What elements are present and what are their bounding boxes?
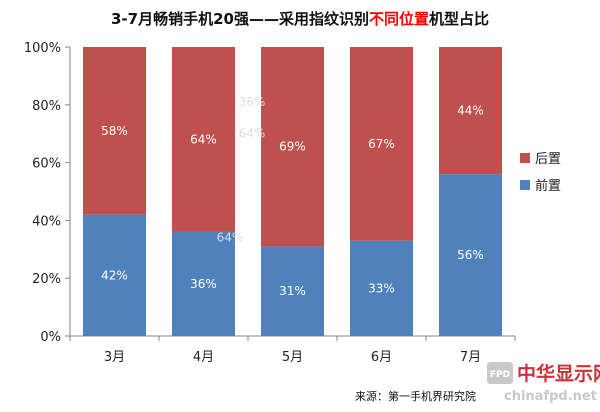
y-axis: 0% 20% 40% 60% 80% 100% (24, 41, 71, 345)
watermark-badge-box (487, 362, 513, 384)
data-label: 69% (279, 140, 306, 154)
data-labels: 42% 58% 36% 64% 31% 69% 33% 67% 56% 44% 36% 64% 64% (101, 95, 484, 298)
data-label: 67% (368, 137, 395, 151)
legend-label: 前置 (535, 178, 561, 194)
chart-title-part: 不同位置 (369, 10, 429, 28)
y-tick-label: 40% (32, 214, 61, 229)
data-label: 42% (101, 268, 128, 282)
y-tick-label: 100% (24, 41, 61, 56)
data-label: 31% (279, 284, 306, 298)
bar-segment-back (172, 47, 235, 232)
y-tick-label: 80% (32, 99, 61, 114)
x-axis: 3月 4月 5月 6月 7月 (69, 335, 516, 365)
bar-segment-front (261, 246, 324, 336)
bar-segment-back (350, 47, 413, 241)
bars (83, 47, 502, 336)
ghost-label: 36% (239, 95, 266, 109)
ghost-label: 64% (217, 231, 244, 245)
y-tick-label: 20% (32, 272, 61, 287)
ghost-label: 64% (239, 127, 266, 141)
data-label: 33% (368, 281, 395, 295)
watermark-cn: 中华显示网 (517, 362, 600, 385)
data-label: 64% (190, 132, 217, 146)
legend-label: 后置 (535, 152, 561, 167)
x-tick-label: 5月 (282, 350, 303, 365)
data-label: 56% (457, 248, 484, 262)
x-tick-label: 4月 (193, 350, 214, 365)
bar-segment-front (439, 174, 502, 336)
chart-title: 3-7月畅销手机20强——采用指纹识别不同位置机型占比 (111, 10, 489, 28)
y-tick-label: 60% (32, 157, 61, 172)
bar-segment-front (350, 240, 413, 336)
watermark-badge: FPD (490, 370, 510, 380)
bar-segment-back (83, 47, 146, 215)
y-tick-label: 0% (40, 330, 61, 345)
data-label: 36% (190, 277, 217, 291)
data-label: 58% (101, 124, 128, 138)
bar-segment-front (83, 214, 146, 336)
data-label: 44% (457, 104, 484, 118)
chart-title-part: 机型占比 (429, 10, 489, 28)
bar-segment-back (261, 47, 324, 247)
watermark-en: chinafpd.net (504, 389, 597, 404)
chart-title-part: 3-7月畅销手机20强——采用指纹识别 (111, 10, 369, 28)
x-tick-label: 7月 (460, 350, 481, 365)
source-note: 来源：第一手机界研究院 (355, 389, 476, 403)
x-tick-label: 3月 (104, 350, 125, 365)
x-tick-label: 6月 (371, 350, 392, 365)
legend-swatch (520, 180, 530, 190)
watermark: FPD 中华显示网 chinafpd.net (487, 362, 600, 404)
legend-swatch (520, 153, 530, 163)
bar-segment-back (439, 47, 502, 175)
bar-segment-front (172, 231, 235, 336)
